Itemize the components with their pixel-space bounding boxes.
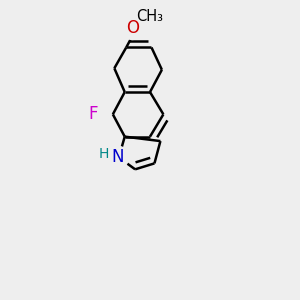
Circle shape <box>93 142 115 165</box>
Text: F: F <box>89 105 98 123</box>
Circle shape <box>106 146 129 169</box>
Text: O: O <box>126 19 139 37</box>
Circle shape <box>82 103 105 126</box>
Text: H: H <box>99 147 109 161</box>
Text: N: N <box>111 148 124 166</box>
Circle shape <box>136 2 164 31</box>
Text: CH₃: CH₃ <box>136 9 164 24</box>
Circle shape <box>121 17 143 39</box>
